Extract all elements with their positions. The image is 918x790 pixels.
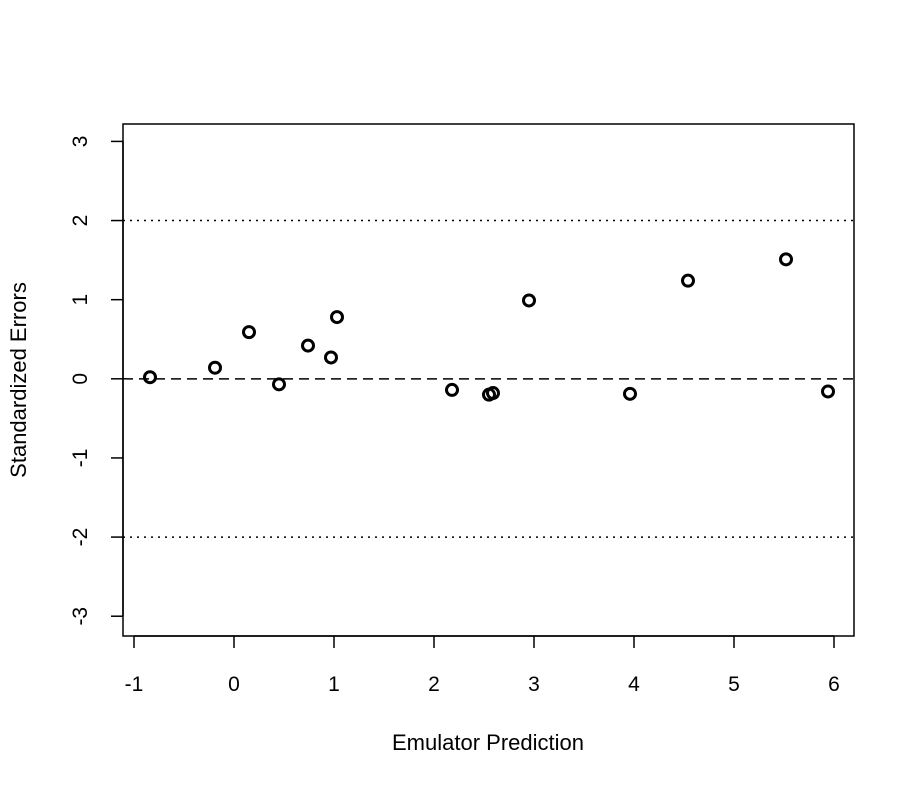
data-point — [301, 338, 315, 353]
y-axis-title: Standardized Errors — [6, 282, 31, 478]
x-tick-label: -1 — [125, 673, 144, 696]
x-tick-label: 0 — [228, 673, 240, 696]
data-points — [143, 252, 835, 402]
data-point — [242, 325, 256, 340]
data-point — [623, 386, 637, 401]
x-tick-label: 5 — [728, 673, 740, 696]
y-tick-label: 3 — [69, 136, 92, 148]
x-tick-label: 1 — [328, 673, 340, 696]
y-tick-label: -2 — [69, 528, 92, 547]
data-point — [208, 360, 222, 375]
data-point — [681, 273, 695, 288]
x-tick-label: 6 — [828, 673, 840, 696]
data-point — [522, 293, 536, 308]
y-tick-label: 1 — [69, 294, 92, 306]
plot-frame — [122, 123, 855, 637]
y-tick-label: -3 — [69, 607, 92, 626]
x-tick-label: 4 — [628, 673, 640, 696]
y-axis: -3 -2 -1 0 1 2 3 — [69, 136, 124, 626]
x-axis-title: Emulator Prediction — [392, 730, 584, 755]
data-point — [324, 350, 338, 365]
data-point — [821, 384, 835, 399]
data-point — [272, 377, 286, 392]
data-point — [486, 386, 500, 401]
data-point — [445, 382, 459, 397]
x-tick-label: 2 — [428, 673, 440, 696]
reference-lines — [123, 219, 854, 538]
y-tick-label: 2 — [69, 215, 92, 227]
data-point — [330, 310, 344, 325]
data-point — [143, 370, 157, 385]
y-tick-label: -1 — [69, 449, 92, 468]
y-tick-label: 0 — [69, 373, 92, 385]
x-tick-label: 3 — [528, 673, 540, 696]
x-axis: -1 0 1 2 3 4 5 6 — [125, 635, 840, 696]
data-point — [779, 252, 793, 267]
